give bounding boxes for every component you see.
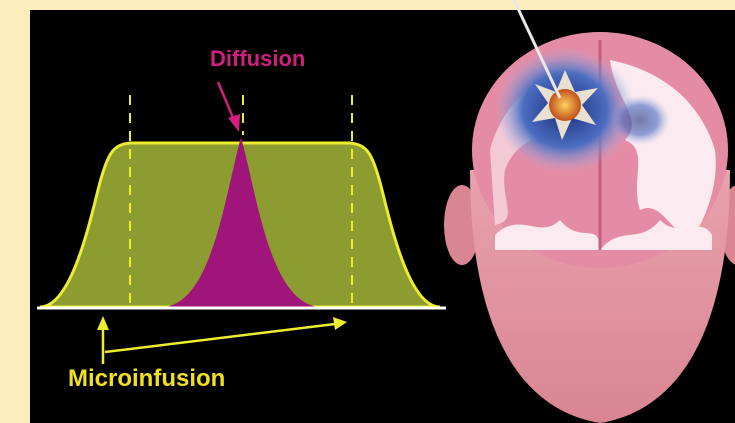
illustration: Diffusion Microinfusion [0, 0, 735, 423]
page: {"labels": {"diffusion": "Diffusion", "m… [0, 0, 735, 423]
microinfusion-label: Microinfusion [68, 365, 225, 392]
diffusion-label: Diffusion [210, 46, 305, 71]
